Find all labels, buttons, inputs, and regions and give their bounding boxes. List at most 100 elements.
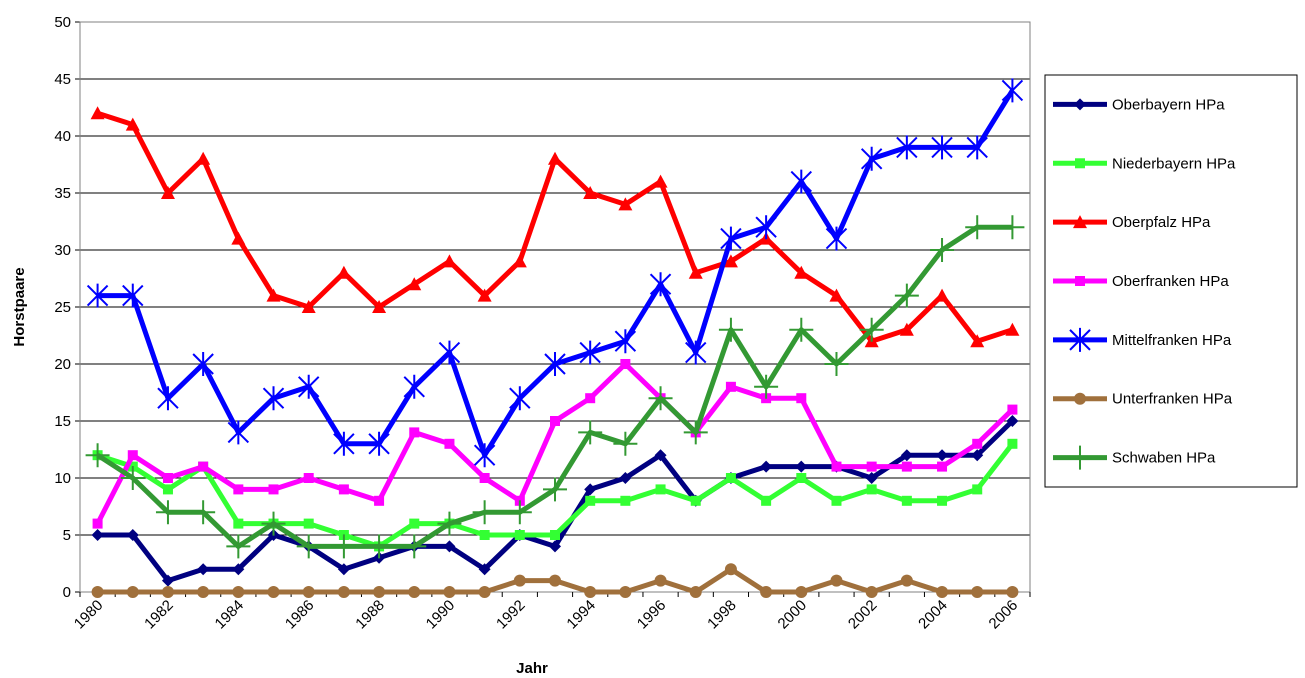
data-point [619, 472, 632, 484]
data-point [233, 518, 244, 529]
data-point [232, 586, 245, 598]
x-tick-label: 1984 [212, 597, 248, 633]
data-point [760, 586, 773, 598]
data-point [372, 300, 387, 313]
data-point [900, 574, 913, 587]
data-point [197, 563, 210, 576]
legend-marker [1069, 327, 1091, 352]
data-point [548, 151, 562, 165]
data-point [900, 449, 913, 462]
data-point [160, 186, 175, 199]
x-tick-label: 2000 [775, 597, 811, 633]
data-point [723, 254, 738, 268]
series-group [91, 563, 1019, 598]
x-tick-label: 1980 [71, 597, 107, 633]
legend-label: Oberbayern HPa [1112, 96, 1225, 113]
data-point [688, 265, 703, 279]
data-point [931, 135, 953, 160]
data-point [443, 540, 456, 553]
data-point [91, 586, 104, 598]
data-point [374, 495, 385, 506]
series-group [85, 215, 1025, 559]
data-point [970, 334, 985, 348]
data-point [513, 574, 526, 587]
data-point [337, 563, 350, 576]
data-point [655, 484, 666, 495]
y-tick-label: 30 [54, 242, 71, 259]
x-tick-label: 1988 [352, 597, 388, 633]
y-axis-label: Horstpaare [11, 267, 28, 346]
legend-marker [1068, 445, 1092, 470]
data-point [443, 586, 456, 598]
data-point [613, 431, 638, 456]
data-point [971, 449, 984, 462]
data-point [261, 511, 286, 536]
data-point [402, 534, 427, 559]
data-point [198, 461, 209, 472]
y-tick-label: 15 [54, 413, 71, 430]
data-point [437, 511, 462, 536]
data-point [550, 530, 560, 540]
data-point [373, 586, 386, 598]
data-point [901, 461, 912, 472]
x-tick-label: 1994 [563, 597, 599, 633]
data-point [161, 574, 174, 587]
data-point [337, 586, 350, 598]
data-point [367, 534, 392, 559]
data-point [755, 215, 777, 240]
legend-label: Unterfranken HPa [1112, 391, 1233, 408]
data-point [689, 586, 702, 598]
data-point [91, 529, 104, 541]
legend-marker [1075, 276, 1085, 286]
data-point [796, 473, 807, 483]
data-point [514, 530, 525, 540]
data-point [85, 443, 110, 468]
data-point [937, 495, 948, 506]
data-point [860, 146, 883, 171]
y-tick-label: 10 [54, 470, 71, 487]
data-point [936, 449, 949, 462]
data-point [90, 106, 105, 120]
data-point [122, 283, 144, 308]
data-point [971, 586, 984, 598]
y-tick-label: 25 [54, 299, 71, 316]
data-point [831, 461, 842, 472]
data-point [92, 518, 103, 529]
data-point [120, 466, 145, 490]
legend-label: Mittelfranken HPa [1112, 332, 1232, 349]
data-point [266, 288, 281, 302]
x-tick-label: 1992 [493, 597, 529, 633]
data-point [512, 254, 527, 268]
data-point [444, 438, 455, 449]
data-point [302, 586, 315, 598]
data-point [790, 169, 813, 194]
data-point [262, 386, 285, 411]
legend-marker [1074, 392, 1086, 405]
data-point [303, 518, 314, 529]
legend-label: Schwaben HPa [1112, 450, 1216, 467]
data-point [192, 352, 214, 376]
data-point [585, 393, 596, 404]
data-point [620, 495, 631, 506]
y-tick-label: 20 [54, 356, 71, 373]
data-point [865, 472, 878, 484]
legend: Oberbayern HPa Niederbayern HPa Oberpfalz … [1044, 74, 1298, 488]
data-point [544, 352, 566, 376]
data-point [86, 283, 109, 308]
data-point [409, 518, 420, 529]
data-point [966, 135, 988, 160]
data-point [653, 174, 668, 188]
data-point [479, 473, 490, 483]
legend-label: Niederbayern HPa [1112, 155, 1236, 172]
x-tick-label: 1990 [423, 597, 459, 633]
data-point [972, 484, 983, 495]
y-tick-label: 5 [63, 527, 71, 544]
data-point [935, 288, 950, 302]
data-point [585, 495, 596, 506]
x-tick-label: 2002 [845, 597, 881, 633]
data-point [268, 484, 279, 495]
data-point [894, 283, 919, 308]
data-point [760, 460, 773, 473]
data-point [795, 586, 808, 598]
data-point [125, 117, 140, 131]
